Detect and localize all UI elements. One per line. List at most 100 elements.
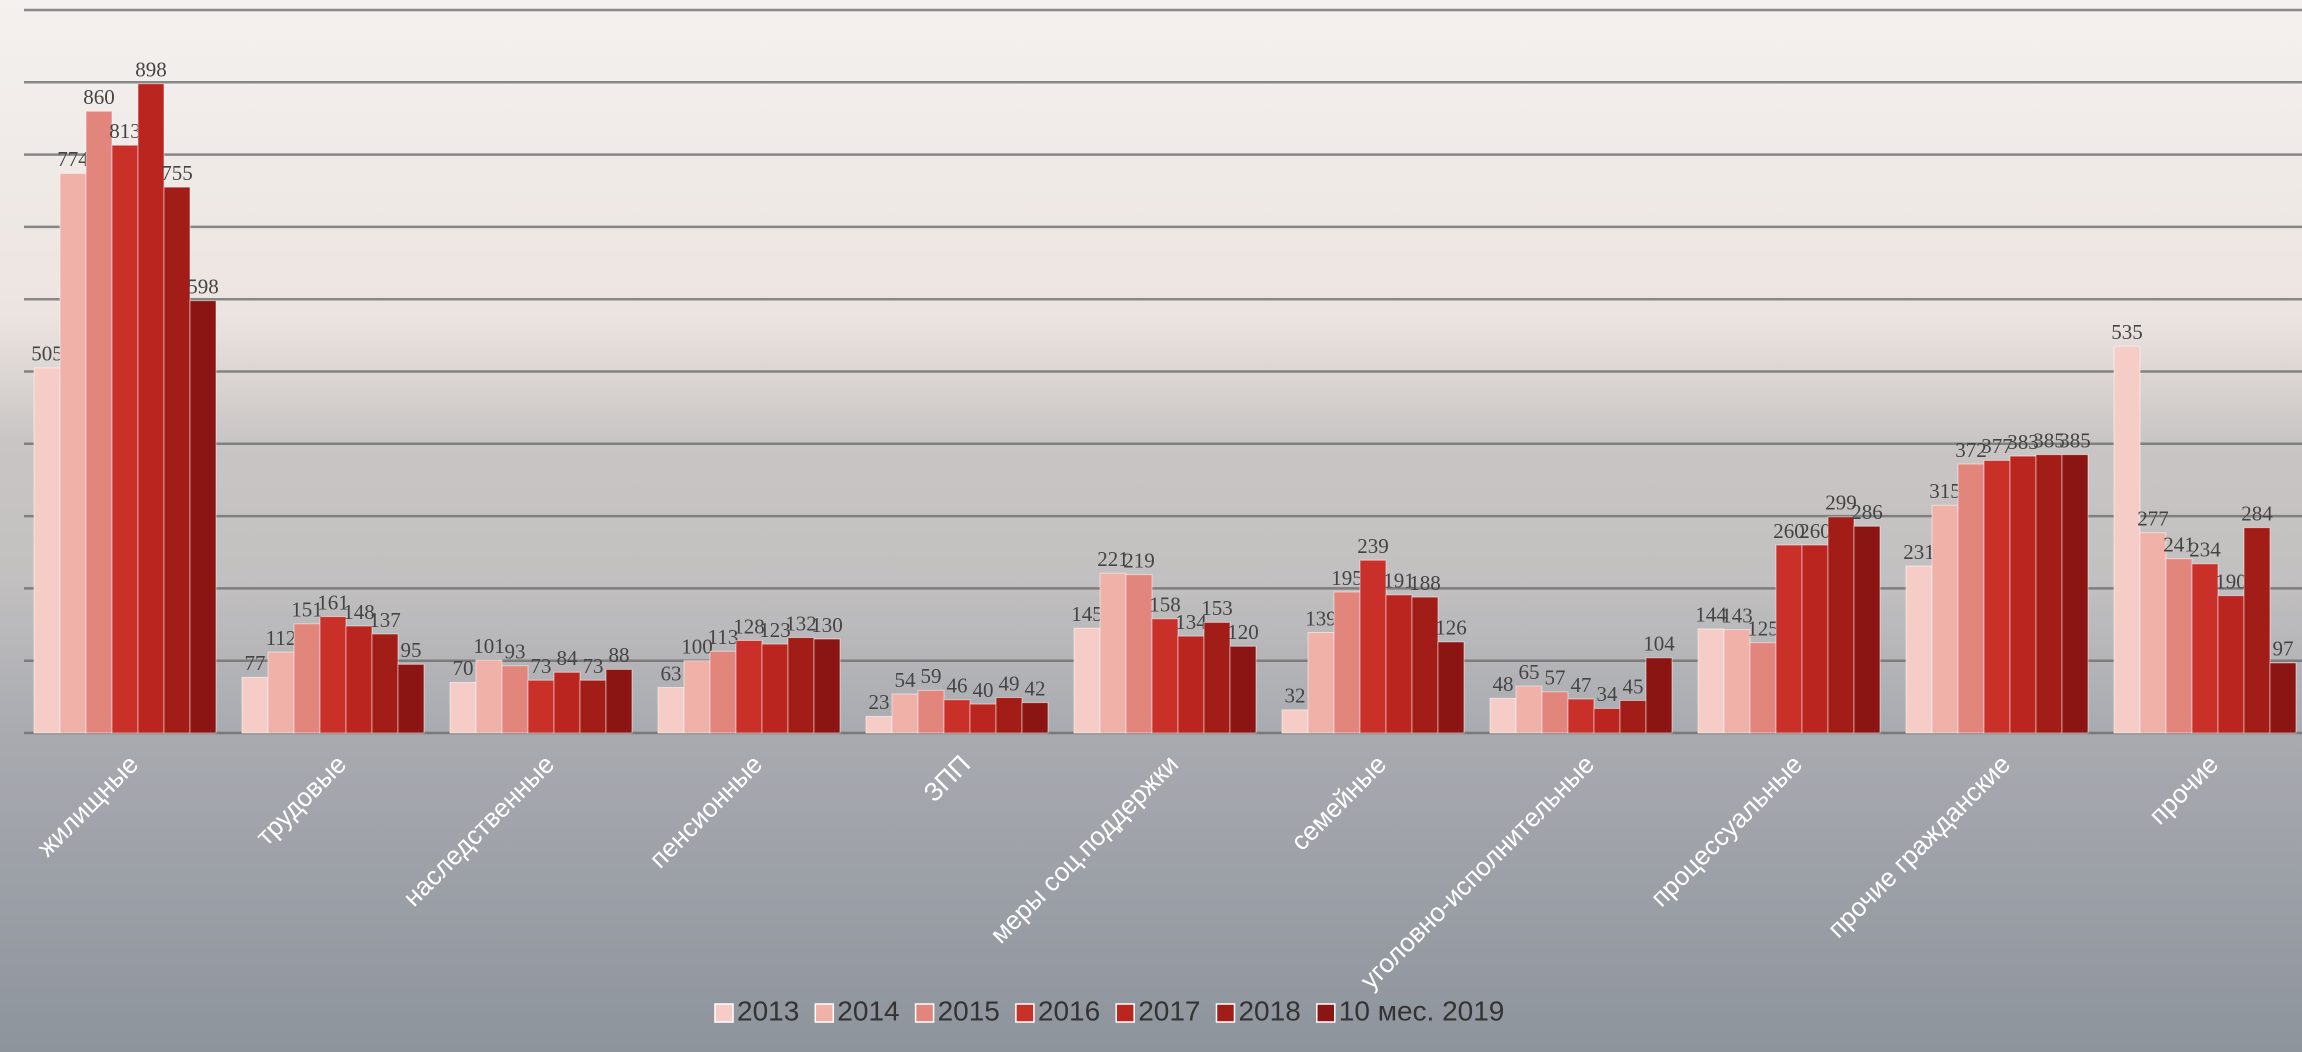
value-label: 277 bbox=[2137, 507, 2169, 531]
legend-swatch bbox=[1316, 1003, 1336, 1023]
bar bbox=[111, 144, 139, 734]
bar bbox=[319, 616, 347, 734]
value-label: 65 bbox=[1519, 660, 1540, 684]
value-label: 139 bbox=[1305, 606, 1337, 630]
bar bbox=[605, 668, 633, 734]
legend-swatch bbox=[914, 1003, 935, 1023]
bar bbox=[2269, 662, 2297, 734]
value-label: 260 bbox=[1773, 519, 1805, 543]
value-label: 598 bbox=[187, 274, 219, 298]
value-label: 383 bbox=[2007, 430, 2039, 454]
legend-swatch bbox=[1015, 1003, 1035, 1023]
bar bbox=[1411, 596, 1439, 734]
value-label: 125 bbox=[1747, 616, 1779, 640]
value-label: 144 bbox=[1695, 603, 1727, 627]
value-label: 385 bbox=[2033, 428, 2065, 452]
bar bbox=[1385, 594, 1413, 734]
bar bbox=[241, 676, 269, 734]
value-label: 40 bbox=[973, 678, 994, 702]
value-label: 860 bbox=[83, 85, 115, 109]
bar bbox=[2061, 454, 2089, 734]
bar bbox=[579, 679, 607, 734]
value-label: 153 bbox=[1201, 596, 1233, 620]
bar bbox=[761, 643, 789, 734]
bar bbox=[397, 663, 425, 734]
bar bbox=[1827, 516, 1855, 734]
value-label: 123 bbox=[759, 618, 791, 642]
bar bbox=[475, 659, 503, 734]
value-label: 385 bbox=[2059, 428, 2091, 452]
bar bbox=[917, 689, 945, 734]
bar bbox=[1749, 642, 1777, 734]
legend-label: 2017 bbox=[1138, 995, 1200, 1026]
value-label: 101 bbox=[473, 634, 505, 658]
legend-swatch bbox=[814, 1003, 835, 1023]
bar bbox=[1515, 685, 1543, 734]
bar bbox=[1177, 635, 1205, 734]
value-label: 134 bbox=[1175, 610, 1207, 634]
bar bbox=[371, 633, 399, 734]
value-label: 286 bbox=[1851, 500, 1883, 524]
bar bbox=[1931, 504, 1959, 734]
bar bbox=[1359, 559, 1387, 734]
value-label: 104 bbox=[1643, 632, 1675, 656]
value-label: 46 bbox=[947, 674, 968, 698]
value-label: 143 bbox=[1721, 603, 1753, 627]
value-label: 48 bbox=[1493, 672, 1514, 696]
value-label: 128 bbox=[733, 614, 765, 638]
value-label: 898 bbox=[135, 58, 167, 82]
value-label: 190 bbox=[2215, 569, 2247, 593]
legend-label: 2014 bbox=[837, 995, 899, 1026]
value-label: 234 bbox=[2189, 538, 2221, 562]
bar bbox=[787, 637, 815, 734]
value-label: 299 bbox=[1825, 491, 1857, 515]
value-label: 813 bbox=[109, 119, 141, 143]
bar bbox=[1619, 699, 1647, 734]
value-label: 93 bbox=[505, 640, 526, 664]
bar bbox=[2035, 454, 2063, 734]
value-label: 774 bbox=[57, 147, 89, 171]
bar bbox=[1567, 698, 1595, 734]
value-label: 377 bbox=[1981, 434, 2013, 458]
bar bbox=[2191, 563, 2219, 734]
bar bbox=[1203, 621, 1231, 734]
value-label: 42 bbox=[1025, 676, 1046, 700]
bar bbox=[1333, 591, 1361, 734]
bar bbox=[1957, 463, 1985, 734]
bar bbox=[2217, 595, 2245, 734]
bar bbox=[137, 83, 165, 734]
value-label: 84 bbox=[557, 646, 579, 670]
bar bbox=[1489, 697, 1517, 734]
value-label: 130 bbox=[811, 613, 843, 637]
legend-label: 2013 bbox=[737, 995, 799, 1026]
value-label: 188 bbox=[1409, 571, 1441, 595]
value-label: 284 bbox=[2241, 501, 2273, 525]
value-label: 158 bbox=[1149, 593, 1181, 617]
bar bbox=[1021, 702, 1049, 734]
bar bbox=[709, 650, 737, 734]
bar bbox=[2165, 558, 2193, 734]
legend-label: 2018 bbox=[1238, 995, 1300, 1026]
value-label: 161 bbox=[317, 590, 349, 614]
value-label: 151 bbox=[291, 598, 323, 622]
value-label: 372 bbox=[1955, 438, 1987, 462]
legend-swatch bbox=[1115, 1003, 1135, 1023]
value-label: 59 bbox=[921, 664, 942, 688]
value-label: 755 bbox=[161, 161, 193, 185]
bar bbox=[735, 639, 763, 734]
value-label: 77 bbox=[245, 651, 266, 675]
bar bbox=[59, 172, 87, 734]
value-label: 260 bbox=[1799, 519, 1831, 543]
value-label: 505 bbox=[31, 342, 63, 366]
bar bbox=[1775, 544, 1803, 734]
bar bbox=[1697, 628, 1725, 734]
value-label: 23 bbox=[869, 690, 890, 714]
value-label: 54 bbox=[895, 668, 917, 692]
value-label: 148 bbox=[343, 600, 375, 624]
value-label: 88 bbox=[609, 643, 630, 667]
bar bbox=[293, 623, 321, 734]
bar bbox=[1905, 565, 1933, 734]
